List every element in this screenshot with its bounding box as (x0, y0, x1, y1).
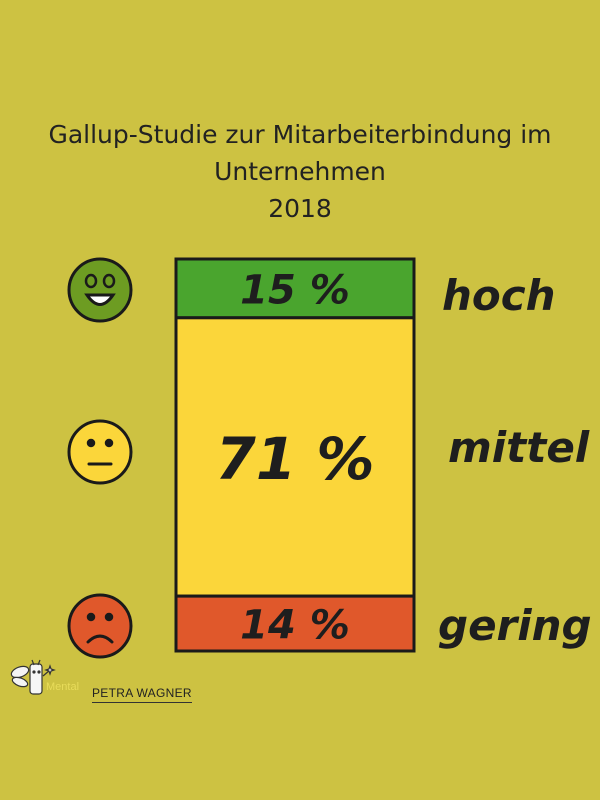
logo-name: PETRA WAGNER (92, 686, 192, 703)
value-label-hoch: 15 % (240, 267, 350, 313)
bar-segment-hoch (174, 257, 416, 320)
chart-title: Gallup-Studie zur Mitarbeiterbindung im … (0, 116, 600, 227)
value-label-gering: 14 % (240, 603, 350, 649)
category-label-gering: gering (438, 601, 592, 650)
bar-segment-gering (174, 594, 416, 653)
value-label-mittel: 71 % (215, 425, 374, 493)
title-line-1: Gallup-Studie zur Mitarbeiterbindung im (48, 120, 552, 149)
fairy-icon: Mental (10, 659, 79, 695)
category-label-hoch: hoch (442, 271, 556, 320)
happy-face-icon (67, 257, 133, 323)
category-label-mittel: mittel (448, 423, 590, 472)
title-line-2: Unternehmen (214, 157, 386, 186)
bar-segment-mittel (174, 316, 416, 598)
svg-text:Mental: Mental (46, 681, 79, 693)
title-line-3: 2018 (268, 194, 332, 223)
neutral-face-icon (67, 419, 133, 485)
sad-face-icon (67, 593, 133, 659)
